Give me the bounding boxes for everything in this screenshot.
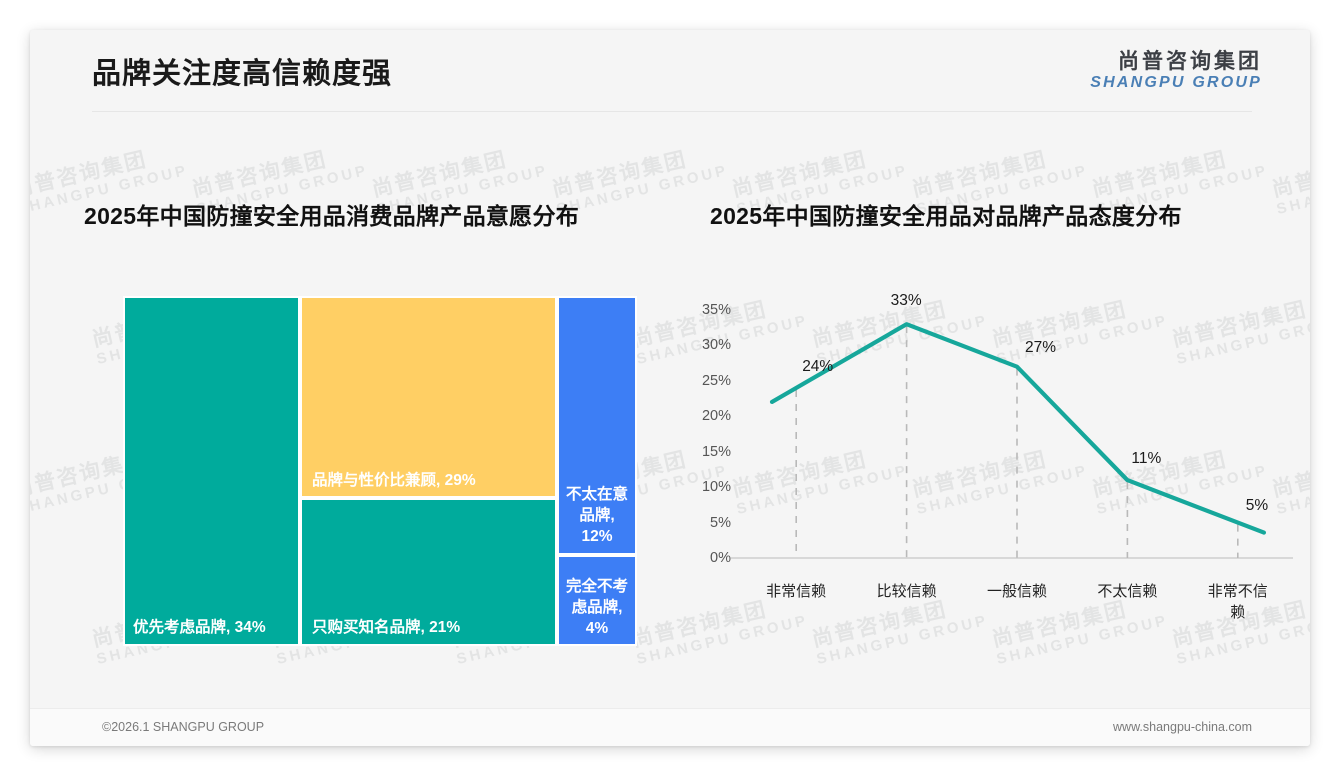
slide-footer: ©2026.1 SHANGPU GROUP www.shangpu-china.… xyxy=(30,708,1310,746)
x-axis-category-label: 一般信赖 xyxy=(986,583,1048,600)
data-point-label: 33% xyxy=(890,292,922,310)
header-divider xyxy=(92,111,1252,112)
x-axis-category-label: 非常信赖 xyxy=(766,583,827,600)
line-series-path[interactable] xyxy=(769,322,1267,535)
y-axis-tick-label: 5% xyxy=(710,514,731,531)
y-axis-tick-label: 30% xyxy=(701,337,731,354)
y-axis-tick-label: 25% xyxy=(701,372,731,389)
left-chart-title: 2025年中国防撞安全用品消费品牌产品意愿分布 xyxy=(84,203,580,229)
right-chart-title: 2025年中国防撞安全用品对品牌产品态度分布 xyxy=(710,203,1182,229)
treemap-tile-label: 只购买知名品牌, 21% xyxy=(312,619,461,636)
slide-header: 品牌关注度高信赖度强 尚普咨询集团 SHANGPU GROUP xyxy=(30,30,1310,112)
treemap-tile-label: 完全不考虑品牌, 4% xyxy=(565,577,628,637)
treemap-tile-priority-brand[interactable]: 优先考虑品牌, 34% xyxy=(123,296,300,646)
y-axis-tick-label: 35% xyxy=(701,302,731,318)
x-axis-category-label: 非常不信赖 xyxy=(1207,583,1268,621)
data-point-label: 27% xyxy=(1025,338,1057,356)
y-axis-tick-label: 15% xyxy=(701,443,731,460)
y-axis-tick-label: 20% xyxy=(701,408,731,425)
treemap-tile-label: 不太在意品牌, 12% xyxy=(565,485,628,545)
brand-logo: 尚普咨询集团 SHANGPU GROUP xyxy=(1090,50,1262,93)
slide-card: 尚普咨询集团 SHANGPU GROUP 尚普咨询集团 SHANGPU GROUP 尚普… xyxy=(30,30,1310,746)
y-axis-tick-label: 0% xyxy=(710,550,731,566)
logo-english-text: SHANGPU GROUP xyxy=(1090,74,1262,92)
line-chart: 0% 5% 10% 15% 20% 25% 30% 35% 非常信赖 比较信赖 一般信赖 不太信赖 非常… xyxy=(685,288,1305,621)
data-point-label: 11% xyxy=(1131,450,1162,468)
page-title: 品牌关注度高信赖度强 xyxy=(92,58,393,90)
treemap-tile-brand-value-balance[interactable]: 品牌与性价比兼顾, 29% xyxy=(300,296,557,498)
treemap-chart: 优先考虑品牌, 34% 品牌与性价比兼顾, 29% 只购买知名品牌, 21% 不… xyxy=(123,296,637,646)
treemap-tile-label: 品牌与性价比兼顾, 29% xyxy=(312,472,476,489)
x-axis-category-label: 比较信赖 xyxy=(876,583,937,600)
line-chart-svg xyxy=(731,322,1293,559)
x-axis-category-label: 不太信赖 xyxy=(1097,583,1158,600)
treemap-tile-label: 优先考虑品牌, 34% xyxy=(133,619,266,636)
data-point-label: 24% xyxy=(802,357,834,375)
treemap-tile-not-care-brand[interactable]: 不太在意品牌, 12% xyxy=(557,296,637,555)
data-point-label: 5% xyxy=(1245,496,1269,514)
y-axis-tick-label: 10% xyxy=(701,479,731,496)
treemap-tile-famous-brand-only[interactable]: 只购买知名品牌, 21% xyxy=(300,498,557,646)
footer-website: www.shangpu-china.com xyxy=(1113,720,1252,734)
treemap-tile-never-consider-brand[interactable]: 完全不考虑品牌, 4% xyxy=(557,555,637,646)
logo-chinese-text: 尚普咨询集团 xyxy=(1118,50,1262,73)
footer-copyright: ©2026.1 SHANGPU GROUP xyxy=(102,720,265,734)
